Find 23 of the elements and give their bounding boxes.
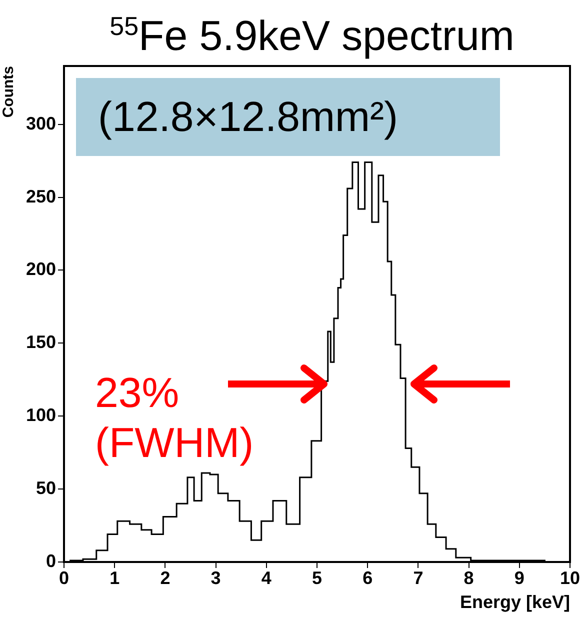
x-tick-label: 3 [210,568,221,588]
y-tick-label: 0 [46,550,56,571]
y-tick-label: 200 [26,259,56,280]
y-tick-label: 50 [36,478,56,498]
y-axis-title: Counts [0,66,18,118]
y-tick-label: 100 [26,405,56,426]
y-tick-label: 150 [26,332,56,352]
chart-title: $^{55}$Fe 5.9keV spectrum [108,10,516,60]
y-tick-label: 300 [26,113,56,134]
x-tick-label: 1 [110,568,120,588]
x-tick-label: 2 [160,568,170,588]
x-tick-label: 0 [58,568,70,588]
y-tick-label: 250 [26,186,56,206]
x-tick-label: 8 [464,568,474,588]
x-axis-title: Energy [keV] [460,592,570,612]
annotation: 23% (FWHM) [95,368,254,468]
annotation: (12.8×12.8mm²) [76,78,500,156]
x-tick-label: 5 [312,568,322,588]
x-tick-label: 7 [413,568,424,588]
x-tick-label: 9 [514,568,524,588]
x-tick-label: 4 [261,568,272,588]
x-tick-label: 10 [560,568,580,588]
x-tick-label: 6 [362,568,373,588]
